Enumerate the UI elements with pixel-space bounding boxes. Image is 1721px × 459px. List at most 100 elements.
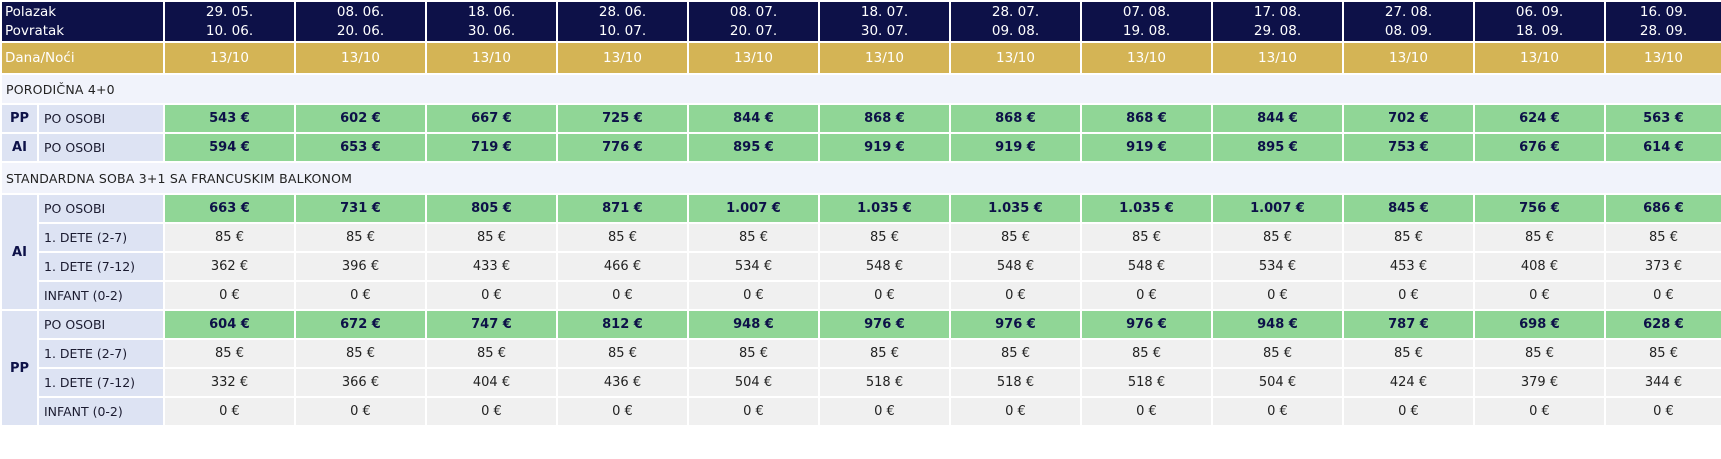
price-cell[interactable]: 787 € (1342, 309, 1475, 340)
price-cell[interactable]: 919 € (1080, 132, 1213, 163)
price-cell[interactable]: 466 € (556, 251, 689, 282)
price-cell[interactable]: 672 € (294, 309, 427, 340)
price-cell[interactable]: 85 € (1211, 222, 1344, 253)
price-cell[interactable]: 0 € (294, 280, 427, 311)
price-cell[interactable]: 85 € (556, 222, 689, 253)
price-cell[interactable]: 614 € (1604, 132, 1721, 163)
price-cell[interactable]: 548 € (1080, 251, 1213, 282)
date-column-header[interactable]: 27. 08. 08. 09. (1342, 0, 1475, 43)
price-cell[interactable]: 85 € (1080, 338, 1213, 369)
price-cell[interactable]: 0 € (1342, 280, 1475, 311)
price-cell[interactable]: 948 € (1211, 309, 1344, 340)
price-cell[interactable]: 948 € (687, 309, 820, 340)
price-cell[interactable]: 0 € (687, 396, 820, 427)
price-cell[interactable]: 919 € (818, 132, 951, 163)
price-cell[interactable]: 379 € (1473, 367, 1606, 398)
price-cell[interactable]: 433 € (425, 251, 558, 282)
price-cell[interactable]: 871 € (556, 193, 689, 224)
price-cell[interactable]: 0 € (556, 396, 689, 427)
price-cell[interactable]: 85 € (1342, 338, 1475, 369)
price-cell[interactable]: 85 € (818, 338, 951, 369)
price-cell[interactable]: 85 € (818, 222, 951, 253)
date-column-header[interactable]: 29. 05. 10. 06. (163, 0, 296, 43)
price-cell[interactable]: 663 € (163, 193, 296, 224)
price-cell[interactable]: 366 € (294, 367, 427, 398)
price-cell[interactable]: 702 € (1342, 103, 1475, 134)
price-cell[interactable]: 85 € (1473, 222, 1606, 253)
price-cell[interactable]: 686 € (1604, 193, 1721, 224)
price-cell[interactable]: 548 € (818, 251, 951, 282)
date-column-header[interactable]: 28. 07. 09. 08. (949, 0, 1082, 43)
price-cell[interactable]: 404 € (425, 367, 558, 398)
price-cell[interactable]: 85 € (425, 338, 558, 369)
price-cell[interactable]: 373 € (1604, 251, 1721, 282)
date-column-header[interactable]: 18. 07. 30. 07. (818, 0, 951, 43)
price-cell[interactable]: 518 € (1080, 367, 1213, 398)
price-cell[interactable]: 756 € (1473, 193, 1606, 224)
price-cell[interactable]: 453 € (1342, 251, 1475, 282)
price-cell[interactable]: 0 € (1211, 280, 1344, 311)
price-cell[interactable]: 85 € (294, 222, 427, 253)
price-cell[interactable]: 0 € (556, 280, 689, 311)
date-column-header[interactable]: 28. 06. 10. 07. (556, 0, 689, 43)
price-cell[interactable]: 628 € (1604, 309, 1721, 340)
price-cell[interactable]: 85 € (687, 338, 820, 369)
price-cell[interactable]: 0 € (1211, 396, 1344, 427)
price-cell[interactable]: 344 € (1604, 367, 1721, 398)
price-cell[interactable]: 0 € (1080, 280, 1213, 311)
date-column-header[interactable]: 07. 08. 19. 08. (1080, 0, 1213, 43)
price-cell[interactable]: 919 € (949, 132, 1082, 163)
price-cell[interactable]: 1.007 € (687, 193, 820, 224)
price-cell[interactable]: 85 € (1473, 338, 1606, 369)
price-cell[interactable]: 0 € (949, 396, 1082, 427)
price-cell[interactable]: 85 € (556, 338, 689, 369)
price-cell[interactable]: 868 € (949, 103, 1082, 134)
date-column-header[interactable]: 08. 07. 20. 07. (687, 0, 820, 43)
price-cell[interactable]: 753 € (1342, 132, 1475, 163)
date-column-header[interactable]: 17. 08. 29. 08. (1211, 0, 1344, 43)
date-column-header[interactable]: 06. 09. 18. 09. (1473, 0, 1606, 43)
price-cell[interactable]: 518 € (949, 367, 1082, 398)
date-column-header[interactable]: 16. 09. 28. 09. (1604, 0, 1721, 43)
price-cell[interactable]: 0 € (163, 396, 296, 427)
price-cell[interactable]: 698 € (1473, 309, 1606, 340)
price-cell[interactable]: 0 € (163, 280, 296, 311)
price-cell[interactable]: 976 € (818, 309, 951, 340)
price-cell[interactable]: 0 € (1604, 396, 1721, 427)
price-cell[interactable]: 85 € (1604, 338, 1721, 369)
price-cell[interactable]: 0 € (1080, 396, 1213, 427)
price-cell[interactable]: 396 € (294, 251, 427, 282)
price-cell[interactable]: 0 € (1342, 396, 1475, 427)
price-cell[interactable]: 719 € (425, 132, 558, 163)
price-cell[interactable]: 563 € (1604, 103, 1721, 134)
price-cell[interactable]: 624 € (1473, 103, 1606, 134)
price-cell[interactable]: 85 € (949, 338, 1082, 369)
price-cell[interactable]: 812 € (556, 309, 689, 340)
price-cell[interactable]: 534 € (1211, 251, 1344, 282)
price-cell[interactable]: 85 € (425, 222, 558, 253)
price-cell[interactable]: 548 € (949, 251, 1082, 282)
price-cell[interactable]: 1.035 € (818, 193, 951, 224)
price-cell[interactable]: 776 € (556, 132, 689, 163)
price-cell[interactable]: 543 € (163, 103, 296, 134)
price-cell[interactable]: 895 € (687, 132, 820, 163)
price-cell[interactable]: 504 € (687, 367, 820, 398)
date-column-header[interactable]: 18. 06. 30. 06. (425, 0, 558, 43)
price-cell[interactable]: 0 € (949, 280, 1082, 311)
price-cell[interactable]: 594 € (163, 132, 296, 163)
price-cell[interactable]: 868 € (1080, 103, 1213, 134)
price-cell[interactable]: 0 € (818, 280, 951, 311)
price-cell[interactable]: 676 € (1473, 132, 1606, 163)
price-cell[interactable]: 85 € (1604, 222, 1721, 253)
price-cell[interactable]: 85 € (1342, 222, 1475, 253)
price-cell[interactable]: 0 € (425, 396, 558, 427)
price-cell[interactable]: 976 € (949, 309, 1082, 340)
price-cell[interactable]: 1.035 € (1080, 193, 1213, 224)
price-cell[interactable]: 604 € (163, 309, 296, 340)
price-cell[interactable]: 408 € (1473, 251, 1606, 282)
price-cell[interactable]: 85 € (687, 222, 820, 253)
price-cell[interactable]: 85 € (294, 338, 427, 369)
price-cell[interactable]: 424 € (1342, 367, 1475, 398)
price-cell[interactable]: 844 € (687, 103, 820, 134)
price-cell[interactable]: 85 € (949, 222, 1082, 253)
